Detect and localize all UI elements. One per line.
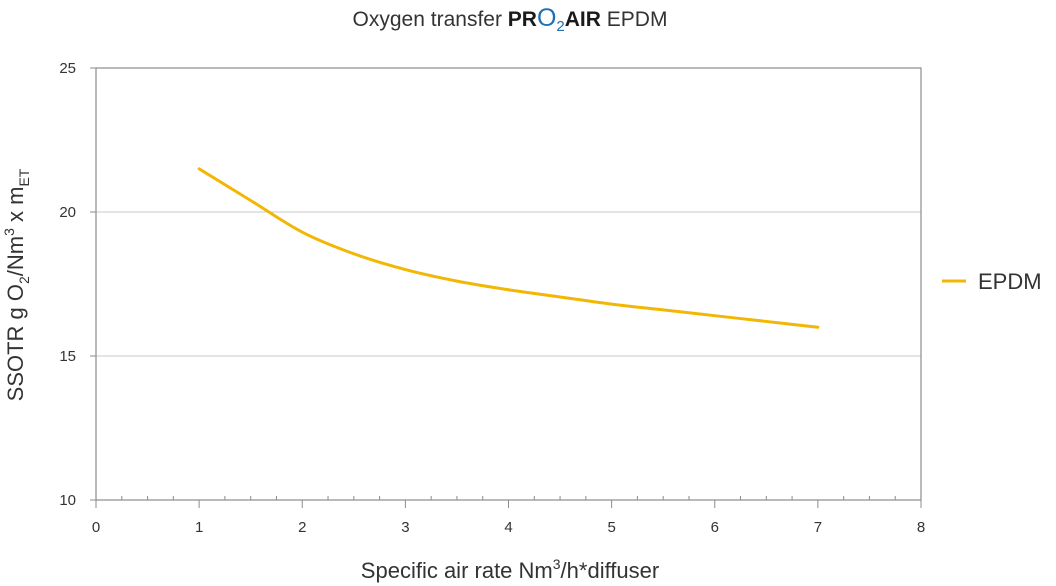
x-tick-label-3: 3: [401, 519, 409, 536]
y-tick-label-20: 20: [59, 204, 76, 221]
y-tick-label-25: 25: [59, 60, 76, 77]
series-layer: [197, 167, 820, 329]
title-brand-subscript: 2: [556, 18, 565, 35]
y-tick-label-10: 10: [59, 492, 76, 509]
y-axis-ticks: 10 15 20 25: [59, 60, 96, 509]
series-line-epdm: [197, 167, 820, 329]
x-tick-label-7: 7: [814, 519, 822, 536]
x-tick-label-0: 0: [92, 519, 100, 536]
x-tick-label-1: 1: [195, 519, 203, 536]
x-tick-label-8: 8: [917, 519, 925, 536]
x-tick-label-5: 5: [607, 519, 615, 536]
plot-frame: [95, 67, 922, 501]
title-prefix: Oxygen transfer: [352, 8, 508, 31]
legend-label-epdm: EPDM: [978, 269, 1042, 294]
x-axis-ticks: 0 1 2 3 4 5 6 7 8: [92, 500, 925, 536]
x-tick-label-2: 2: [298, 519, 306, 536]
title-suffix: EPDM: [600, 8, 668, 31]
chart-title: Oxygen transfer PRO2AIR EPDM: [0, 4, 1020, 35]
title-brand-pr: PR: [507, 8, 537, 31]
x-minor-ticks: [121, 496, 896, 500]
title-brand-o: O: [536, 4, 557, 32]
legend: EPDM: [942, 269, 1042, 294]
x-axis-title: Specific air rate Nm3/h*diffuser: [361, 556, 659, 583]
title-brand-air: AIR: [564, 8, 601, 31]
x-tick-label-4: 4: [504, 519, 512, 536]
y-tick-label-15: 15: [59, 348, 76, 365]
y-axis-title: SSOTR g O2/Nm3 x mET: [1, 168, 32, 401]
grid-lines: [96, 211, 921, 357]
x-tick-label-6: 6: [711, 519, 719, 536]
